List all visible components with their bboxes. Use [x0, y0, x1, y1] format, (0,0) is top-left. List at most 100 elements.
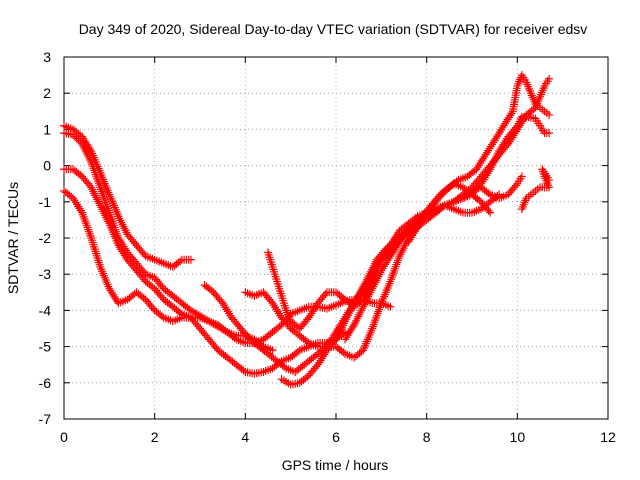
data-point-fill: [482, 138, 498, 157]
data-point-fill: [369, 257, 384, 277]
data-point: [545, 110, 554, 119]
data-point-fill: [524, 105, 538, 118]
data-point-fill: [461, 208, 474, 217]
data-point: [395, 252, 404, 261]
data-point-fill: [143, 278, 157, 292]
data-point: [545, 176, 554, 185]
x-tick-label: 0: [60, 429, 68, 445]
data-point-fill: [325, 288, 338, 297]
data-point-fill: [79, 174, 94, 190]
data-point: [341, 317, 350, 326]
data-point-fill: [342, 301, 358, 324]
data-point-fill: [297, 315, 312, 331]
series-11: [517, 165, 554, 214]
data-point-fill: [215, 347, 230, 360]
data-point-fill: [288, 347, 302, 360]
data-point-fill: [180, 313, 193, 322]
data-point-fill: [143, 297, 158, 313]
data-point: [472, 165, 481, 174]
data-point-fill: [170, 304, 185, 317]
x-tick-labels: 0 2 4 6 8 10 12: [60, 429, 616, 445]
data-point: [69, 194, 78, 203]
data-point-fill: [143, 253, 157, 263]
data-point-fill: [134, 261, 149, 277]
data-point-fill: [78, 210, 95, 240]
data-point-fill: [256, 344, 271, 357]
data-point-fill: [505, 127, 520, 146]
y-tick-label: -6: [39, 375, 52, 391]
data-point-fill: [279, 315, 294, 331]
data-point-fill: [274, 358, 289, 371]
data-point-fill: [351, 304, 367, 327]
data-point: [413, 223, 422, 232]
x-tick-label: 8: [423, 429, 431, 445]
series-5: [200, 71, 554, 376]
data-point-fill: [143, 271, 157, 281]
data-point: [490, 136, 499, 145]
data-point-fill: [514, 174, 525, 186]
data-point-fill: [88, 160, 104, 190]
data-point-fill: [333, 319, 349, 342]
data-point-fill: [283, 308, 294, 324]
data-point-fill: [220, 301, 235, 320]
data-point-fill: [470, 184, 483, 194]
data-point: [386, 302, 395, 311]
data-point: [114, 241, 123, 250]
data-point-fill: [161, 297, 175, 310]
data-point-fill: [252, 289, 266, 299]
data-point: [545, 74, 554, 83]
data-point-fill: [70, 166, 85, 179]
data-point-fill: [234, 331, 248, 340]
data-point-fill: [478, 199, 493, 215]
data-point-fill: [261, 329, 275, 342]
data-point-fill: [414, 210, 430, 230]
data-point-fill: [88, 185, 104, 208]
data-point-fill: [247, 336, 262, 350]
data-point-fill: [202, 282, 216, 295]
series-9: [341, 190, 504, 344]
data-point: [517, 172, 526, 181]
data-point: [350, 320, 359, 329]
data-point-fill: [396, 225, 412, 244]
y-tick-label: 0: [43, 158, 51, 174]
y-tick-label: -3: [39, 266, 52, 282]
data-point-fill: [152, 256, 166, 267]
data-point-fill: [360, 279, 376, 302]
data-point-fill: [452, 180, 465, 191]
data-point-fill: [351, 286, 366, 306]
data-point: [69, 130, 78, 139]
data-point-fill: [379, 300, 393, 310]
data-point-fill: [211, 290, 226, 306]
y-tick-label: -5: [39, 339, 52, 355]
data-point-fill: [270, 322, 284, 335]
data-point-fill: [134, 289, 148, 303]
data-point-fill: [70, 196, 85, 215]
data-point-fill: [424, 209, 438, 220]
data-point: [481, 150, 490, 159]
data-point: [341, 335, 350, 344]
data-point-fill: [162, 260, 175, 271]
data-point-fill: [70, 126, 85, 140]
data-point-fill: [316, 303, 329, 313]
data-point-fill: [180, 255, 193, 264]
data-point-fill: [115, 214, 131, 237]
data-point-fill: [87, 236, 104, 269]
data-point-fill: [62, 122, 75, 133]
data-point-fill: [542, 77, 552, 88]
data-point-fill: [306, 362, 321, 378]
data-point-fill: [469, 174, 484, 190]
data-point-fill: [387, 239, 403, 258]
data-point-fill: [261, 365, 275, 375]
series-4: [60, 186, 395, 347]
data-point-fill: [106, 221, 122, 248]
data-point-fill: [360, 326, 376, 352]
data-point-fill: [501, 109, 516, 128]
data-point-fill: [298, 303, 311, 314]
chart-title: Day 349 of 2020, Sidereal Day-to-day VTE…: [79, 21, 588, 37]
data-point-fill: [302, 354, 316, 368]
data-point-fill: [298, 343, 311, 354]
data-point-fill: [234, 362, 248, 375]
y-axis-label: SDTVAR / TECUs: [5, 182, 21, 294]
data-point-fill: [369, 268, 385, 291]
data-point-fill: [115, 236, 131, 255]
